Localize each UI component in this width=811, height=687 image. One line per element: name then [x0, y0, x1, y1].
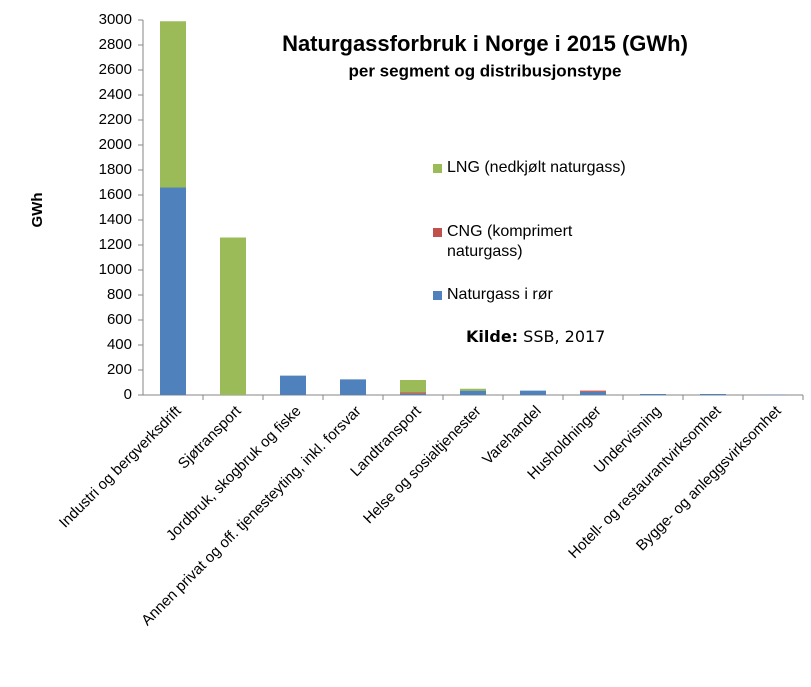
bar-segment [520, 390, 546, 395]
bar-segment [580, 391, 606, 395]
y-tick-label: 400 [107, 336, 132, 353]
legend-label: CNG (komprimert naturgass) [447, 223, 573, 260]
bar-segment [220, 237, 246, 395]
y-tick-label: 200 [107, 361, 132, 378]
bar-segment [580, 390, 606, 392]
y-tick-label: 2800 [99, 36, 132, 53]
y-tick-label: 1600 [99, 186, 132, 203]
chart-title: Naturgassforbruk i Norge i 2015 (GWh) [282, 31, 688, 56]
x-tick-label: Industri og bergverksdrift [56, 402, 185, 531]
source-note: Kilde: SSB, 2017 [466, 327, 605, 346]
y-tick-label: 3000 [99, 11, 132, 28]
bar-segment [460, 388, 486, 391]
x-tick-label: Varehandel [479, 403, 544, 468]
bar-segment [700, 394, 726, 395]
y-tick-label: 1800 [99, 161, 132, 178]
legend-label: Naturgass i rør [447, 286, 553, 303]
y-tick-label: 2200 [99, 111, 132, 128]
y-tick-label: 1400 [99, 211, 132, 228]
x-tick-label: Annen privat og off. tjenesteyting, inkl… [138, 403, 364, 629]
legend-label: LNG (nedkjølt naturgass) [447, 159, 626, 176]
y-tick-label: 1000 [99, 261, 132, 278]
chart-subtitle: per segment og distribusjonstype [349, 61, 622, 80]
source-text: SSB, 2017 [523, 327, 606, 346]
y-tick-label: 2400 [99, 86, 132, 103]
bar-segment [400, 393, 426, 395]
bar-segment [640, 394, 666, 395]
source-label: Kilde: [466, 327, 519, 346]
y-tick-label: 2600 [99, 61, 132, 78]
y-tick-label: 0 [124, 386, 132, 403]
bar-segment [400, 380, 426, 393]
x-tick-label: Helse og sosialtjenester [360, 403, 485, 528]
bar-segment [340, 379, 366, 395]
bar-segment [400, 392, 426, 394]
bar-segment [160, 21, 186, 188]
y-tick-label: 2000 [99, 136, 132, 153]
bar-segment [460, 390, 486, 395]
y-tick-label: 600 [107, 311, 132, 328]
bar-segment [280, 375, 306, 395]
legend-swatch [433, 291, 442, 300]
y-tick-label: 1200 [99, 236, 132, 253]
legend-swatch [433, 164, 442, 173]
bar-segment [160, 187, 186, 395]
legend-swatch [433, 228, 442, 237]
y-tick-label: 800 [107, 286, 132, 303]
y-axis-title: GWh [29, 193, 46, 228]
